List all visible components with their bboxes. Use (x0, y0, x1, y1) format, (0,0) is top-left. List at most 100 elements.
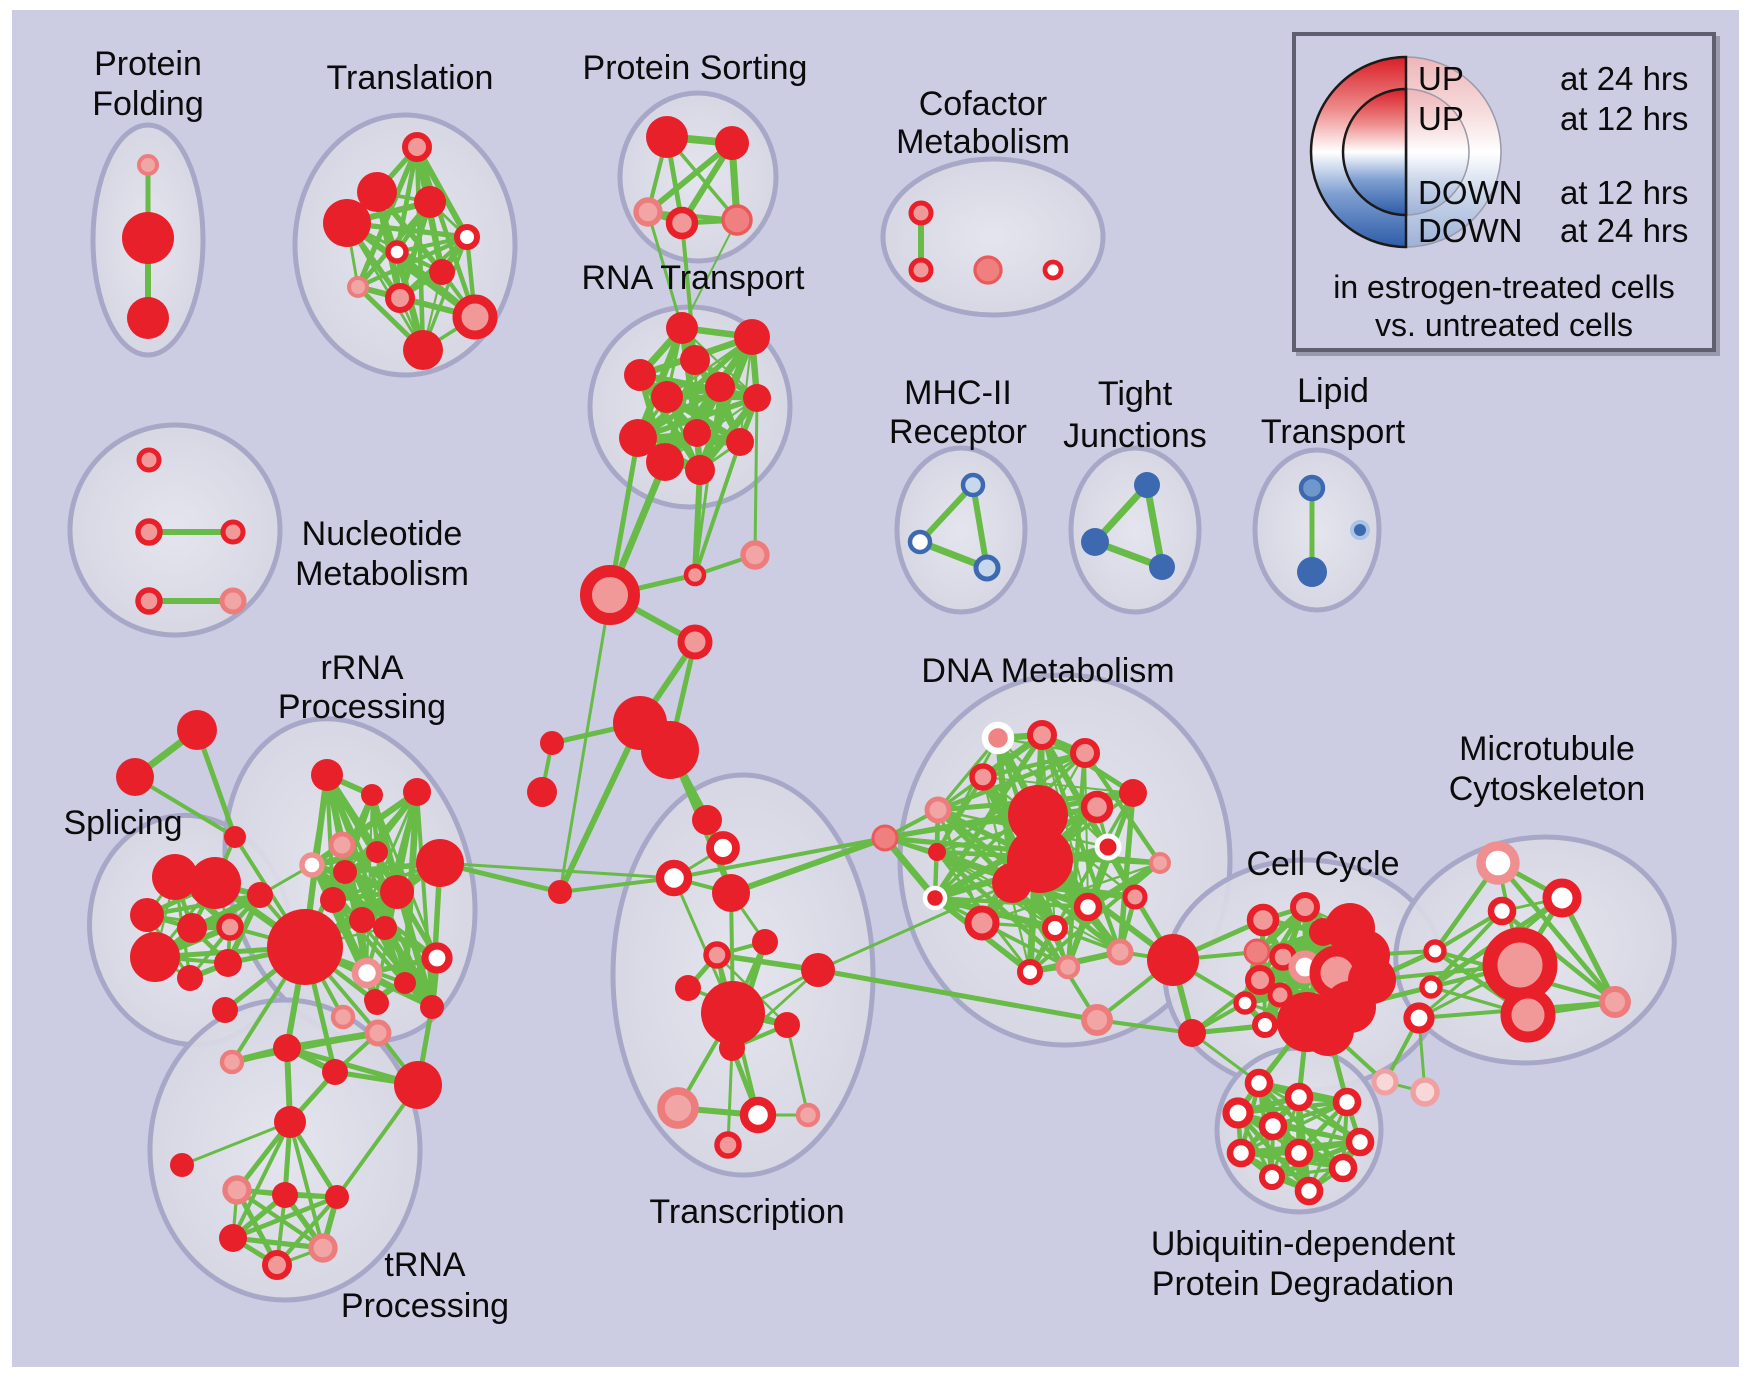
legend-ring-12h-strong (1341, 87, 1408, 217)
gene-node (677, 624, 713, 660)
gene-node (1252, 1012, 1278, 1038)
gene-node (726, 428, 754, 456)
gene-node (127, 297, 169, 339)
legend-time-label: at 12 hrs (1560, 174, 1688, 211)
gene-node (1371, 1068, 1399, 1096)
gene-node (262, 1250, 292, 1280)
gene-node (1294, 1176, 1324, 1206)
cluster-label-microtubule: Microtubule Cytoskeleton (1449, 730, 1646, 808)
gene-node (330, 1004, 356, 1030)
gene-node (135, 587, 163, 615)
legend-footer-line: vs. untreated cells (1375, 307, 1633, 343)
gene-node (740, 540, 770, 570)
gene-node (420, 995, 444, 1019)
gene-node (1149, 554, 1175, 580)
gene-node (924, 796, 952, 824)
gene-node (960, 472, 986, 498)
legend-direction-label: UP (1418, 60, 1464, 97)
gene-node (665, 206, 699, 240)
cluster-label-splicing: Splicing (63, 804, 182, 842)
gene-node (380, 875, 414, 909)
gene-node (267, 909, 343, 985)
gene-node (714, 1131, 742, 1159)
gene-node (685, 455, 715, 485)
gene-node (322, 1059, 348, 1085)
gene-node (177, 965, 203, 991)
gene-node (1119, 779, 1147, 807)
gene-node (216, 913, 244, 941)
gene-node (774, 1012, 800, 1038)
cluster-label-protein_sorting: Protein Sorting (583, 49, 808, 87)
gene-node (272, 1182, 298, 1208)
gene-node (580, 565, 640, 625)
gene-node (675, 975, 701, 1001)
gene-node (801, 953, 835, 987)
cluster-label-cellcycle: Cell Cycle (1246, 845, 1399, 883)
cluster-label-ubiquitin: Ubiquitin-dependent Protein Degradation (1151, 1225, 1456, 1303)
gene-node (922, 885, 948, 911)
cluster-label-mhc: MHC-II Receptor (889, 374, 1027, 451)
gene-node (1027, 720, 1057, 750)
gene-node (274, 1106, 306, 1138)
cluster-protein_sorting (617, 90, 779, 264)
gene-node (323, 199, 371, 247)
gene-node (624, 359, 656, 391)
gene-node (320, 887, 346, 913)
cluster-labels: Protein Folding Translation Protein Sorting… (63, 45, 1645, 1325)
gene-node (366, 841, 388, 863)
gene-node (219, 1049, 245, 1075)
gene-node (137, 154, 159, 176)
legend-direction-label: DOWN (1418, 174, 1522, 211)
gene-node (1073, 892, 1103, 922)
gene-node (548, 880, 572, 904)
gene-node (1350, 520, 1370, 540)
gene-node (680, 345, 710, 375)
gene-node (135, 518, 163, 546)
gene-node (973, 255, 1003, 285)
gene-node (220, 519, 246, 545)
gene-node (152, 854, 198, 900)
gene-node (1122, 884, 1148, 910)
gene-node (1106, 938, 1134, 966)
gene-node (1482, 927, 1558, 1003)
cluster-label-transcription: Transcription (649, 1193, 844, 1231)
gene-node (739, 1096, 777, 1134)
gene-node (1178, 1019, 1206, 1047)
gene-node (743, 384, 771, 412)
gene-node (1345, 1127, 1375, 1157)
gene-node (703, 941, 731, 969)
gene-node (402, 132, 432, 162)
gene-node (177, 913, 207, 943)
gene-node (795, 1102, 821, 1128)
cluster-cofactor (880, 156, 1106, 318)
gene-node (701, 981, 765, 1045)
gene-node (357, 172, 397, 212)
gene-node (394, 972, 416, 994)
gene-node (177, 710, 217, 750)
gene-node (1259, 1164, 1285, 1190)
gene-node (666, 312, 698, 344)
gene-node (540, 731, 564, 755)
gene-node (633, 197, 663, 227)
gene-node (928, 843, 946, 861)
gene-node (1403, 1002, 1435, 1034)
gene-node (364, 1019, 392, 1047)
gene-node (1302, 1004, 1354, 1056)
gene-node (361, 784, 383, 806)
gene-node (385, 240, 409, 264)
gene-node (1290, 892, 1320, 922)
gene-node (1328, 1153, 1358, 1183)
legend-direction-label: UP (1418, 100, 1464, 137)
gene-node (1423, 939, 1447, 963)
cluster-label-cofactor: Cofactor Metabolism (896, 85, 1070, 161)
gene-node (1500, 987, 1556, 1043)
gene-node (414, 186, 446, 218)
gene-node (992, 863, 1032, 903)
gene-node (416, 839, 464, 887)
gene-node (1487, 896, 1517, 926)
cluster-label-rrna: rRNA Processing (278, 649, 446, 726)
cluster-mhc (894, 445, 1028, 615)
gene-node (619, 419, 657, 457)
gene-node (394, 1061, 442, 1109)
